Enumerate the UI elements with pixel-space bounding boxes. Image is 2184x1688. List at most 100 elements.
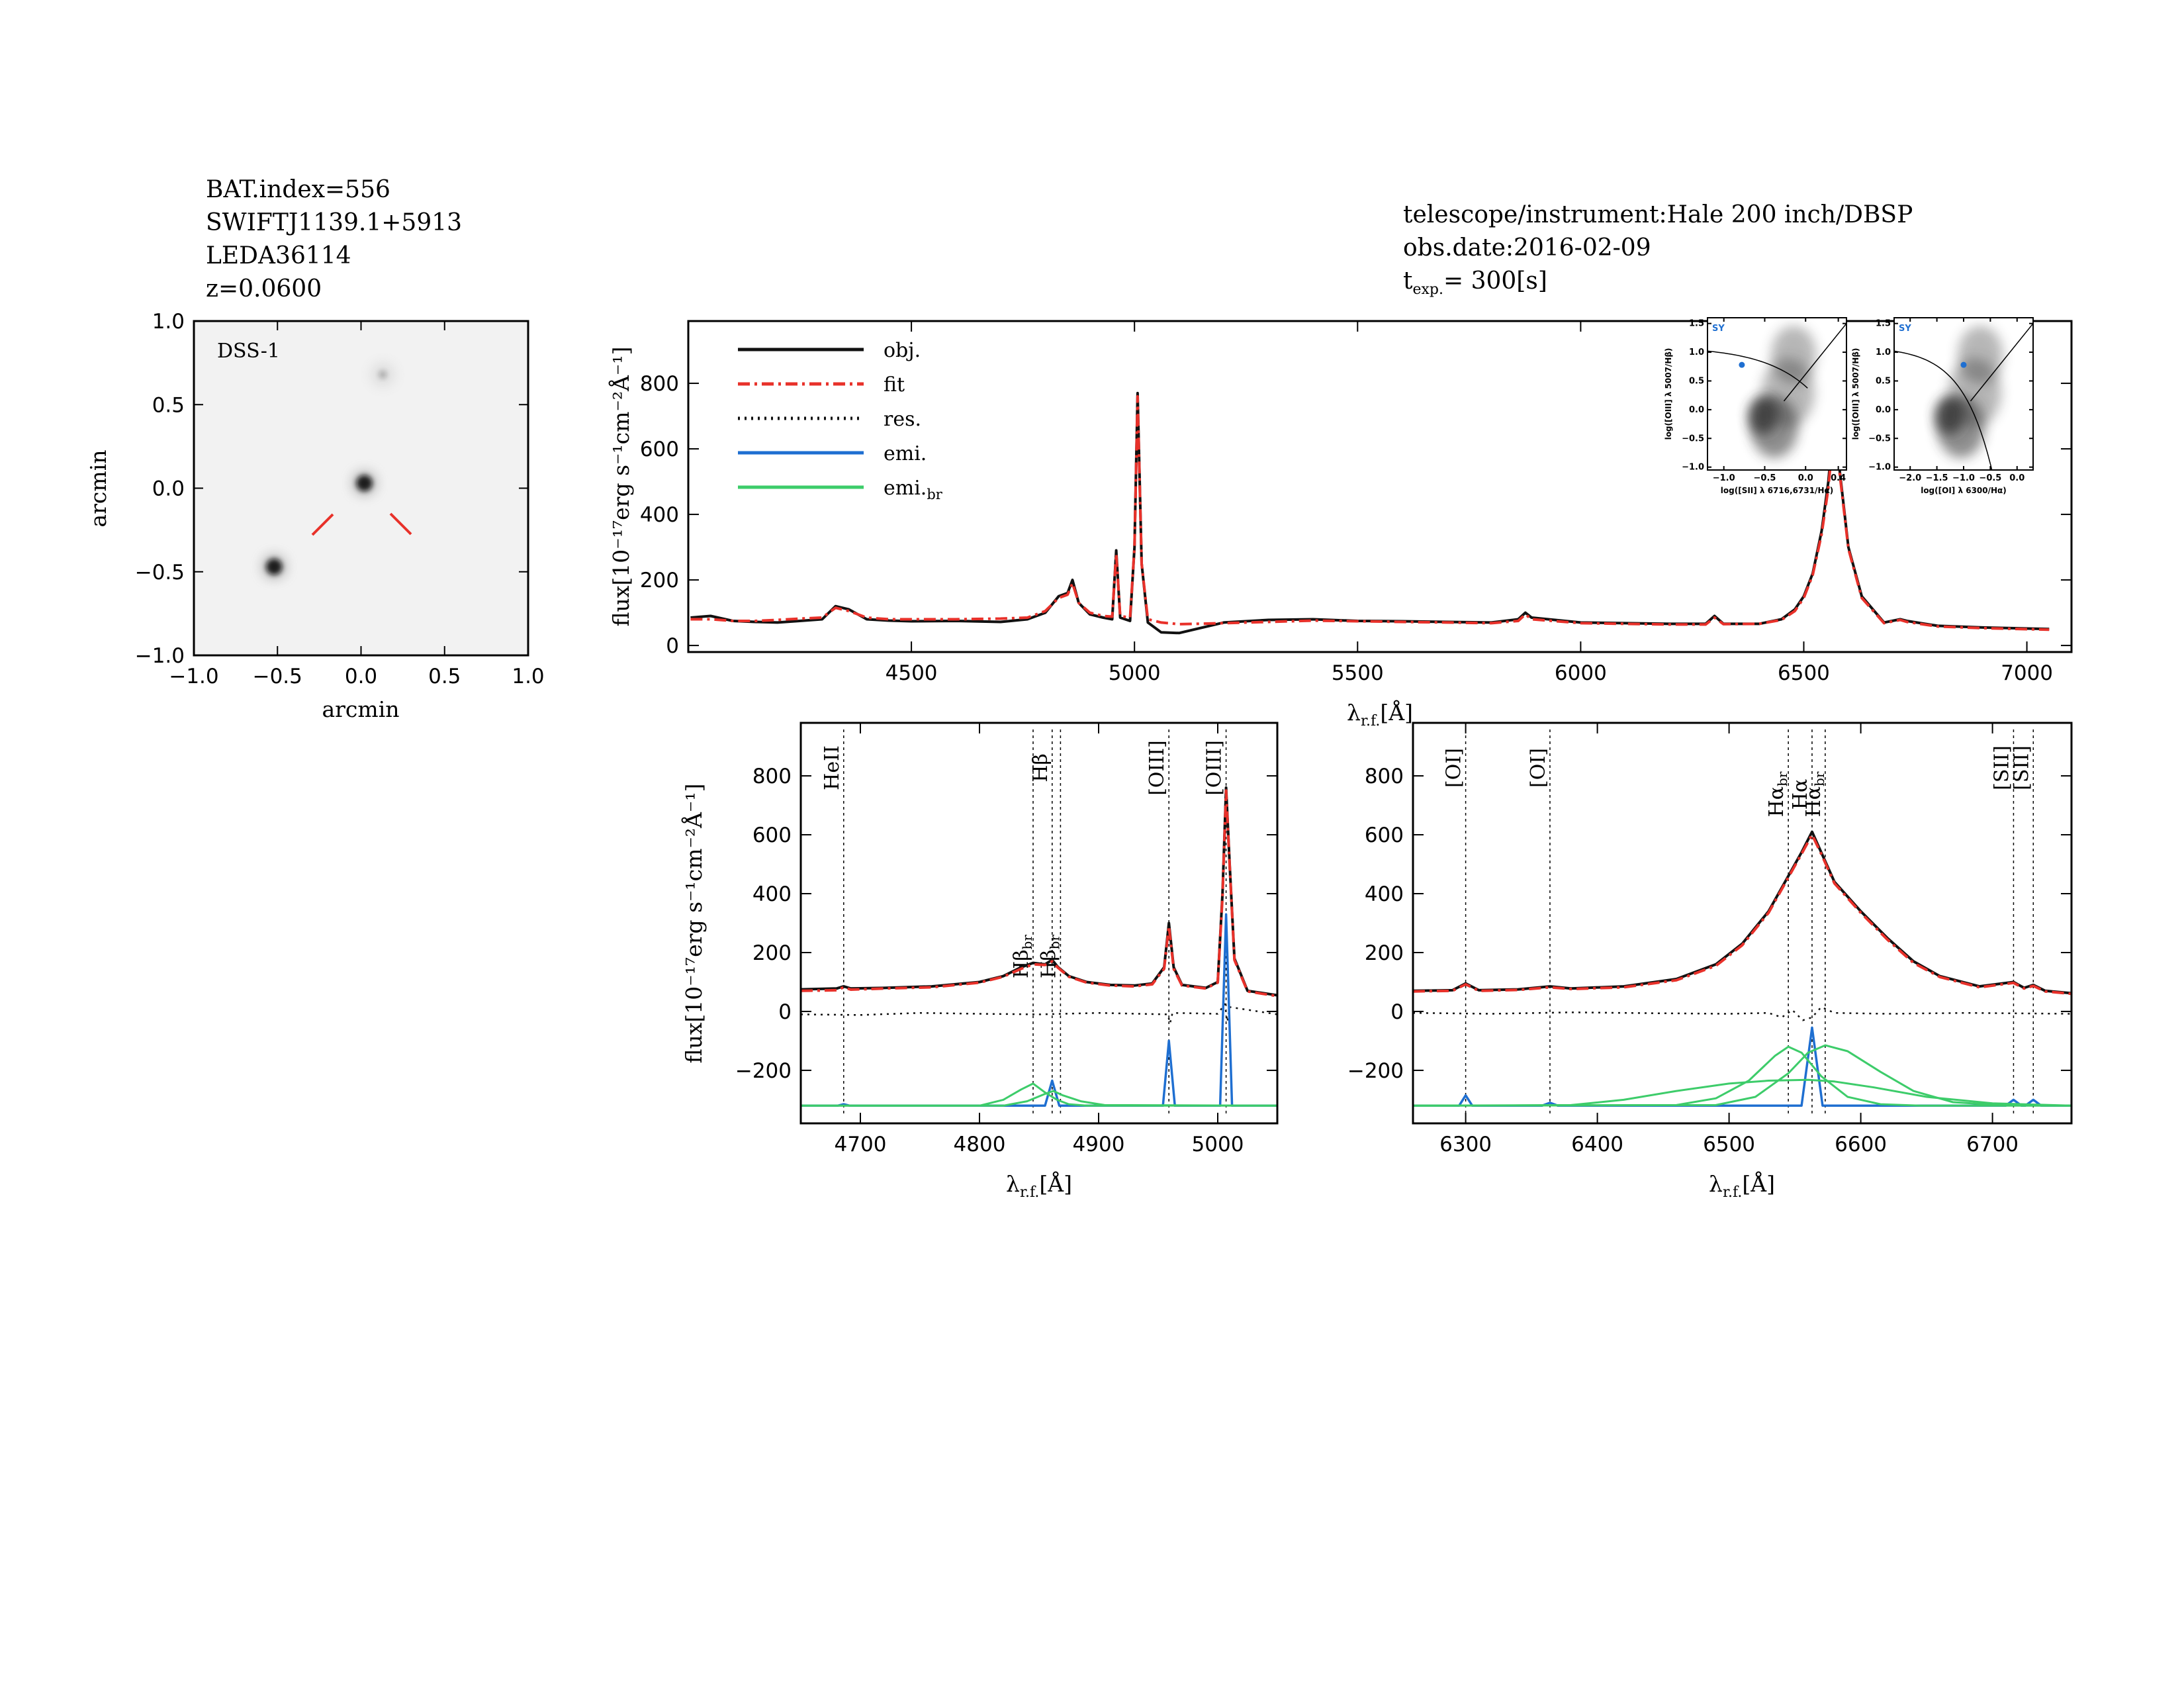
main-spectrum-panel: 4500 5000 5500 6000 6500 7000 0 200 400 600 800 fl…	[608, 320, 2073, 729]
main-xtick-label: 4500	[886, 661, 938, 685]
target-marker-left	[311, 513, 334, 536]
bpt-sii-density-blob	[1749, 396, 1778, 435]
main-xlabel: λr.f.[Å]	[1347, 699, 1413, 729]
texp-sub: exp.	[1412, 281, 1443, 299]
cutout-xlabel: arcmin	[322, 696, 399, 722]
hbeta-series-emibr-5	[801, 1090, 1277, 1107]
bpt-oi-ytick-label: −1.0	[1868, 463, 1891, 473]
main-ytick-label: 800	[640, 372, 679, 396]
hbeta-panel: 4700 4800 4900 5000 −200 0 200 400 600 800 HeII Hβ…	[680, 722, 1279, 1201]
cutout-source-core	[266, 559, 283, 575]
hbeta-xtick-label: 4700	[835, 1133, 887, 1156]
bpt-sii-object-point	[1739, 361, 1745, 368]
hbeta-marker-label: [OIII]	[1203, 740, 1226, 796]
bpt-sii-border	[1707, 317, 1847, 471]
bpt-oi-ytick-label: −0.5	[1868, 434, 1891, 444]
cutout-source-core	[379, 371, 387, 379]
main-ytick-label: 600	[640, 438, 679, 461]
hbeta-marker-label: Hβbr	[1037, 935, 1062, 978]
halpha-xlabel-lambda: λ	[1709, 1171, 1723, 1197]
bpt-sii-panel: SY −1.0 −0.5 0.0 0.4 1.5 1.0 0.5 0.0 −0.5 −1.0 lo…	[1664, 317, 1847, 495]
cutout-xtick-label: 0.5	[428, 665, 461, 688]
bpt-oi-xlabel: log([OI] λ 6300/Hα)	[1921, 486, 2007, 495]
bpt-sii-ytick-label: 1.0	[1689, 348, 1704, 357]
bpt-sii-ytick-label: 0.0	[1689, 405, 1704, 415]
halpha-marker-label: [OI]	[1443, 748, 1466, 788]
bpt-oi-demarcation-curve	[1894, 350, 1993, 470]
cutout-ytick-label: 0.0	[152, 477, 185, 501]
bat-index-text: BAT.index=556	[206, 176, 390, 203]
halpha-xtick-label: 6300	[1439, 1133, 1492, 1156]
hbeta-ytick-label: 200	[752, 941, 792, 965]
hbeta-series-emi-3	[801, 913, 1277, 1107]
legend-label-0: obj.	[884, 339, 921, 362]
halpha-marker-label: [OI]	[1527, 748, 1550, 788]
halpha-marker-label: Hαbr	[1802, 771, 1827, 817]
header-right: telescope/instrument:Hale 200 inch/DBSP …	[1403, 199, 1913, 306]
hbeta-series-res-2	[801, 1003, 1277, 1025]
halpha-series-obj-0	[1413, 830, 2071, 995]
halpha-marker-label: Hα	[1789, 779, 1812, 810]
bpt-sii-xlabel: log([SII] λ 6716,6731/Hα)	[1721, 486, 1833, 495]
cutout-xtick-label: −1.0	[169, 665, 218, 688]
hbeta-series-fit-1	[801, 789, 1277, 998]
cutout-xtick-label: 0.0	[345, 665, 377, 688]
halpha-axes: 6300 6400 6500 6600 6700 −200 0 200 400 600 800	[1347, 723, 2071, 1156]
halpha-series-fit-1	[1413, 833, 2071, 996]
bpt-oi-xtick-label: 0.0	[2009, 473, 2025, 483]
bpt-sii-demarcation-curve	[1707, 350, 1808, 389]
bpt-oi-axes: −2.0 −1.5 −1.0 −0.5 0.0 1.5 1.0 0.5 0.0 −0.5 −1.0	[1868, 318, 2033, 483]
cutout-ylabel: arcmin	[85, 449, 111, 527]
cutout-xtick-label: −0.5	[253, 665, 302, 688]
legend: obj. fit res. emi. emi.br	[738, 339, 943, 502]
obs-date-text: obs.date:2016-02-09	[1403, 234, 1651, 261]
halpha-marker-label: [SII]	[1990, 745, 2013, 790]
bpt-sii-ytick-label: −0.5	[1682, 434, 1704, 444]
main-xtick-label: 5500	[1332, 661, 1384, 685]
hbeta-xlabel-lambda: λ	[1006, 1171, 1020, 1197]
bpt-sii-class-label: SY	[1712, 324, 1725, 334]
hbeta-marker-label: [OIII]	[1146, 740, 1169, 796]
hbeta-xtick-label: 4800	[954, 1133, 1006, 1156]
hbeta-ytick-label: −200	[735, 1059, 792, 1083]
main-ytick-label: 400	[640, 503, 679, 527]
texp-value: = 300[s]	[1443, 267, 1547, 295]
main-ylabel: flux[10⁻¹⁷erg s⁻¹cm⁻²Å⁻¹]	[608, 347, 634, 627]
halpha-ytick-label: −200	[1347, 1059, 1404, 1083]
bpt-sii-xtick-label: 0.0	[1798, 473, 1813, 483]
cutout-sources	[262, 362, 395, 579]
cutout-ytick-label: 0.5	[152, 393, 185, 417]
hbeta-series	[801, 786, 1277, 1107]
bpt-sii-xtick-label: −0.5	[1754, 473, 1776, 483]
main-spectrum-frame	[687, 320, 2073, 653]
halpha-ytick-label: 800	[1365, 765, 1404, 788]
cutout-ytick-label: −0.5	[135, 561, 185, 585]
main-xtick-label: 6000	[1555, 661, 1607, 685]
main-xtick-label: 5000	[1109, 661, 1161, 685]
cutout-ytick-label: −1.0	[135, 644, 185, 668]
legend-label-3: emi.	[884, 442, 927, 465]
hbeta-ylabel: flux[10⁻¹⁷erg s⁻¹cm⁻²Å⁻¹]	[680, 784, 707, 1064]
main-xlabel-lambda: λ	[1347, 700, 1361, 726]
halpha-series-emi-3	[1413, 1026, 2071, 1107]
cutout-ytick-label: 1.0	[152, 310, 185, 334]
bpt-oi-liner-line	[1970, 323, 2033, 402]
bpt-oi-xtick-label: −1.0	[1952, 473, 1975, 483]
target-marker-right	[389, 512, 412, 536]
cutout-xtick-label: 1.0	[512, 665, 544, 688]
halpha-marker-label: Hαbr	[1765, 771, 1790, 817]
bpt-oi-xtick-label: −0.5	[1979, 473, 2001, 483]
hbeta-ytick-label: 800	[752, 765, 792, 788]
hbeta-ytick-label: 600	[752, 823, 792, 847]
halpha-panel: 6300 6400 6500 6600 6700 −200 0 200 400 600 800 [O…	[1347, 722, 2073, 1201]
exposure-text: texp.= 300[s]	[1403, 265, 1913, 306]
main-series-fit-1	[690, 395, 2050, 632]
bpt-sii-ytick-label: 1.5	[1689, 319, 1704, 329]
bpt-sii-xtick-label: −1.0	[1713, 473, 1735, 483]
bpt-oi-panel: SY −2.0 −1.5 −1.0 −0.5 0.0 1.5 1.0 0.5 0.0 −0.5 −1…	[1851, 317, 2034, 495]
halpha-xtick-label: 6500	[1703, 1133, 1755, 1156]
bpt-sii-ylabel: log([OIII] λ 5007/Hβ)	[1664, 348, 1673, 440]
halpha-frame	[1412, 722, 2073, 1125]
